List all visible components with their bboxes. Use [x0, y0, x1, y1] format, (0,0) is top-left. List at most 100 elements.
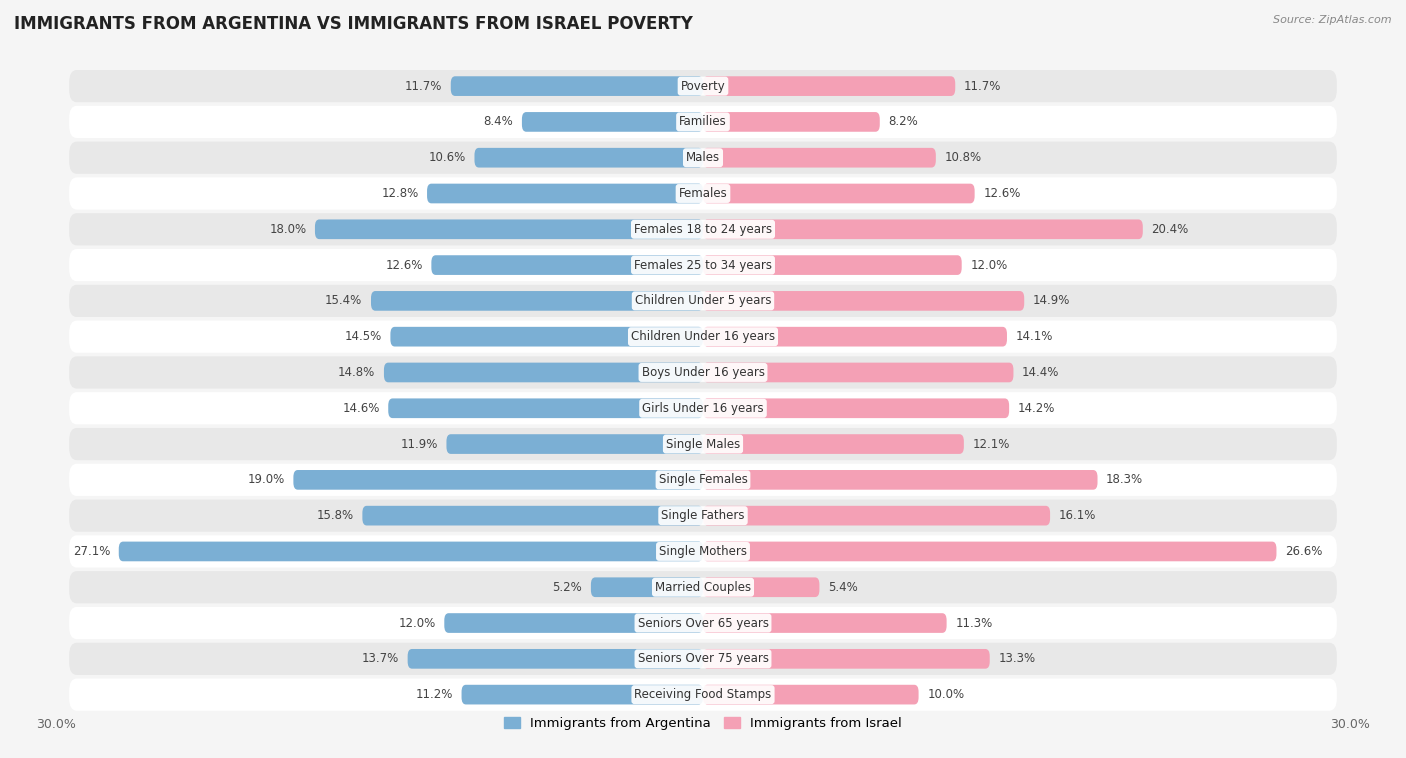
Text: 14.1%: 14.1%	[1015, 330, 1053, 343]
Text: 12.0%: 12.0%	[970, 258, 1008, 271]
Text: Females 25 to 34 years: Females 25 to 34 years	[634, 258, 772, 271]
Text: Females: Females	[679, 187, 727, 200]
FancyBboxPatch shape	[703, 362, 1014, 382]
Text: Single Females: Single Females	[658, 473, 748, 487]
FancyBboxPatch shape	[408, 649, 703, 669]
FancyBboxPatch shape	[703, 77, 955, 96]
FancyBboxPatch shape	[363, 506, 703, 525]
Text: Poverty: Poverty	[681, 80, 725, 92]
FancyBboxPatch shape	[703, 470, 1098, 490]
FancyBboxPatch shape	[69, 643, 1337, 675]
FancyBboxPatch shape	[591, 578, 703, 597]
FancyBboxPatch shape	[69, 106, 1337, 138]
FancyBboxPatch shape	[69, 464, 1337, 496]
Text: Children Under 5 years: Children Under 5 years	[634, 294, 772, 308]
Text: 15.4%: 15.4%	[325, 294, 363, 308]
Text: 5.2%: 5.2%	[553, 581, 582, 594]
Text: 16.1%: 16.1%	[1059, 509, 1097, 522]
FancyBboxPatch shape	[69, 678, 1337, 711]
FancyBboxPatch shape	[427, 183, 703, 203]
Text: IMMIGRANTS FROM ARGENTINA VS IMMIGRANTS FROM ISRAEL POVERTY: IMMIGRANTS FROM ARGENTINA VS IMMIGRANTS …	[14, 15, 693, 33]
FancyBboxPatch shape	[703, 684, 918, 704]
FancyBboxPatch shape	[69, 607, 1337, 639]
Text: Single Males: Single Males	[666, 437, 740, 450]
Text: Seniors Over 75 years: Seniors Over 75 years	[637, 653, 769, 666]
FancyBboxPatch shape	[444, 613, 703, 633]
Text: 20.4%: 20.4%	[1152, 223, 1188, 236]
Text: 12.8%: 12.8%	[381, 187, 419, 200]
FancyBboxPatch shape	[703, 613, 946, 633]
Text: 13.7%: 13.7%	[361, 653, 399, 666]
Text: Boys Under 16 years: Boys Under 16 years	[641, 366, 765, 379]
FancyBboxPatch shape	[69, 392, 1337, 424]
Text: 14.2%: 14.2%	[1018, 402, 1054, 415]
Text: Females 18 to 24 years: Females 18 to 24 years	[634, 223, 772, 236]
Text: 8.4%: 8.4%	[484, 115, 513, 128]
Text: 14.5%: 14.5%	[344, 330, 382, 343]
FancyBboxPatch shape	[447, 434, 703, 454]
FancyBboxPatch shape	[69, 70, 1337, 102]
FancyBboxPatch shape	[294, 470, 703, 490]
FancyBboxPatch shape	[384, 362, 703, 382]
FancyBboxPatch shape	[703, 578, 820, 597]
Text: 12.0%: 12.0%	[398, 616, 436, 630]
Text: 8.2%: 8.2%	[889, 115, 918, 128]
FancyBboxPatch shape	[118, 542, 703, 561]
Text: 19.0%: 19.0%	[247, 473, 285, 487]
FancyBboxPatch shape	[69, 249, 1337, 281]
Text: 12.6%: 12.6%	[983, 187, 1021, 200]
Text: Girls Under 16 years: Girls Under 16 years	[643, 402, 763, 415]
FancyBboxPatch shape	[703, 112, 880, 132]
FancyBboxPatch shape	[69, 177, 1337, 210]
FancyBboxPatch shape	[461, 684, 703, 704]
FancyBboxPatch shape	[69, 500, 1337, 532]
Text: 12.6%: 12.6%	[385, 258, 423, 271]
FancyBboxPatch shape	[69, 321, 1337, 352]
Text: 14.9%: 14.9%	[1033, 294, 1070, 308]
Legend: Immigrants from Argentina, Immigrants from Israel: Immigrants from Argentina, Immigrants fr…	[499, 711, 907, 735]
FancyBboxPatch shape	[69, 356, 1337, 389]
FancyBboxPatch shape	[371, 291, 703, 311]
FancyBboxPatch shape	[703, 434, 965, 454]
FancyBboxPatch shape	[703, 506, 1050, 525]
FancyBboxPatch shape	[388, 399, 703, 418]
FancyBboxPatch shape	[703, 255, 962, 275]
Text: 10.0%: 10.0%	[927, 688, 965, 701]
Text: 11.7%: 11.7%	[965, 80, 1001, 92]
FancyBboxPatch shape	[451, 77, 703, 96]
Text: 12.1%: 12.1%	[973, 437, 1010, 450]
FancyBboxPatch shape	[315, 220, 703, 239]
Text: 11.9%: 11.9%	[401, 437, 437, 450]
Text: 11.3%: 11.3%	[955, 616, 993, 630]
FancyBboxPatch shape	[703, 291, 1024, 311]
FancyBboxPatch shape	[703, 183, 974, 203]
Text: Males: Males	[686, 151, 720, 164]
Text: 14.6%: 14.6%	[342, 402, 380, 415]
Text: 10.6%: 10.6%	[429, 151, 465, 164]
FancyBboxPatch shape	[703, 649, 990, 669]
FancyBboxPatch shape	[703, 399, 1010, 418]
FancyBboxPatch shape	[69, 142, 1337, 174]
Text: Single Fathers: Single Fathers	[661, 509, 745, 522]
FancyBboxPatch shape	[703, 148, 936, 168]
Text: Married Couples: Married Couples	[655, 581, 751, 594]
FancyBboxPatch shape	[522, 112, 703, 132]
Text: 11.7%: 11.7%	[405, 80, 441, 92]
Text: 15.8%: 15.8%	[316, 509, 354, 522]
FancyBboxPatch shape	[69, 428, 1337, 460]
Text: Single Mothers: Single Mothers	[659, 545, 747, 558]
Text: Children Under 16 years: Children Under 16 years	[631, 330, 775, 343]
FancyBboxPatch shape	[69, 285, 1337, 317]
Text: 14.8%: 14.8%	[337, 366, 375, 379]
FancyBboxPatch shape	[69, 571, 1337, 603]
Text: Receiving Food Stamps: Receiving Food Stamps	[634, 688, 772, 701]
Text: Seniors Over 65 years: Seniors Over 65 years	[637, 616, 769, 630]
FancyBboxPatch shape	[703, 220, 1143, 239]
Text: Families: Families	[679, 115, 727, 128]
Text: 18.3%: 18.3%	[1107, 473, 1143, 487]
FancyBboxPatch shape	[474, 148, 703, 168]
Text: Source: ZipAtlas.com: Source: ZipAtlas.com	[1274, 15, 1392, 25]
Text: 18.0%: 18.0%	[269, 223, 307, 236]
FancyBboxPatch shape	[69, 535, 1337, 568]
Text: 14.4%: 14.4%	[1022, 366, 1060, 379]
